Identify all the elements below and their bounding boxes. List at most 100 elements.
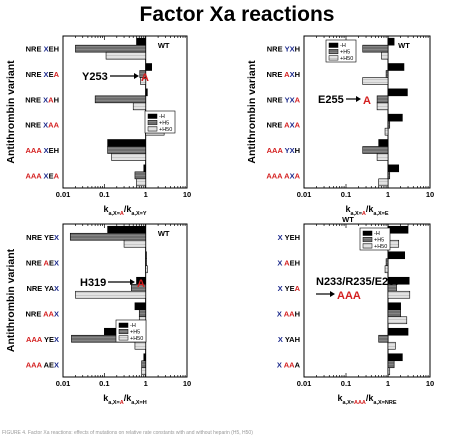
category-label: AAA AXA — [266, 171, 300, 180]
category-label: NRE XAA — [25, 121, 59, 130]
wt-label: WT — [158, 229, 170, 238]
x-tick-label: 1 — [386, 190, 390, 199]
x-tick-label: 0.1 — [99, 190, 109, 199]
legend-swatch — [118, 322, 129, 328]
plot-frame — [303, 35, 431, 189]
bar-plusminus-h50 — [378, 178, 389, 187]
bar-plusminus-h50 — [134, 341, 146, 350]
y-axis-label: Antithrombin variant — [5, 60, 17, 164]
y-axis-label: Antithrombin variant — [246, 60, 258, 164]
chart-panel-1: 0.01 0.1 1 10 WT NRE XEH NRE XEA NRE XAH NRE XAA… — [5, 35, 191, 217]
bar-plusminus-h50 — [75, 290, 146, 299]
bar-minus-h — [107, 225, 146, 234]
mutation-annotation: N233/R235/E237 — [316, 276, 400, 288]
category-label: NRE AEX — [26, 258, 59, 267]
legend-entry-label: -H — [159, 114, 165, 120]
bar-minus-h — [145, 63, 153, 71]
bar-plusminus-h5 — [387, 171, 391, 180]
bar-plusminus-h50 — [140, 77, 146, 85]
bar-plusminus-h5 — [362, 146, 389, 154]
bar-minus-h — [387, 113, 403, 122]
category-label: X AAH — [277, 309, 300, 318]
mutation-annotation: Y253 — [82, 71, 108, 83]
legend-entry-label: +H50 — [159, 127, 172, 133]
bar-plusminus-h5 — [75, 44, 146, 53]
bar-plusminus-h5 — [94, 95, 146, 104]
wt-label: WT — [398, 41, 410, 50]
category-label: X AEH — [277, 258, 300, 267]
category-label: X YAH — [278, 335, 300, 344]
bar-plusminus-h50 — [141, 367, 146, 376]
legend-swatch — [147, 120, 158, 126]
bar-plusminus-h5 — [378, 334, 389, 343]
bar-minus-h — [387, 251, 406, 260]
bar-plusminus-h50 — [381, 51, 389, 60]
bar-minus-h — [387, 302, 401, 311]
chart-panel-4: 0.01 0.1 1 10 WT X YEH X AEH X YEA X AAH X YAH X A… — [277, 215, 434, 406]
bar-plusminus-h5 — [387, 309, 401, 318]
bar-plusminus-h50 — [111, 153, 146, 161]
legend-swatch — [328, 42, 339, 48]
x-tick-label: 0.01 — [297, 190, 312, 199]
legend-entry-label: +H50 — [130, 336, 143, 342]
bar-plusminus-h5 — [376, 95, 389, 104]
arrow-head-icon — [356, 96, 361, 102]
wt-label: WT — [158, 41, 170, 50]
arrow-head-icon — [130, 279, 135, 285]
mutation-target: A — [363, 95, 371, 107]
legend-entry-label: +H5 — [340, 50, 350, 56]
category-label: NRE XEA — [26, 70, 60, 79]
legend-entry-label: +H50 — [374, 244, 387, 250]
bar-minus-h — [387, 37, 395, 46]
bar-plusminus-h50 — [136, 178, 146, 187]
category-label: NRE XAH — [25, 95, 59, 104]
legend-swatch — [147, 126, 158, 132]
x-tick-label: 1 — [144, 190, 148, 199]
bar-plusminus-h50 — [387, 367, 391, 376]
legend-swatch — [118, 335, 129, 341]
category-label: NRE AXH — [267, 70, 301, 79]
figure-title: Factor Xa reactions — [140, 3, 335, 26]
category-label: NRE AXA — [267, 121, 301, 130]
legend: -H+H5+H50 — [115, 319, 147, 343]
bar-plusminus-h50 — [387, 341, 396, 350]
plot-frame — [62, 35, 188, 189]
bar-minus-h — [387, 327, 409, 336]
category-label: X AAA — [277, 360, 301, 369]
arrow-head-icon — [330, 291, 335, 297]
category-label: NRE AAX — [26, 309, 60, 318]
bar-minus-h — [387, 353, 403, 362]
y-axis-label: Antithrombin variant — [5, 248, 17, 352]
bar-plusminus-h5 — [107, 146, 146, 154]
bar-minus-h — [387, 88, 408, 97]
bar-plusminus-h50 — [362, 77, 389, 85]
bar-plusminus-h5 — [362, 44, 389, 53]
bar-minus-h — [378, 139, 389, 147]
bar-plusminus-h50 — [376, 102, 389, 111]
bar-plusminus-h5 — [69, 232, 146, 241]
legend-entry-label: -H — [130, 323, 136, 329]
x-tick-label: 0.01 — [56, 379, 71, 388]
x-tick-label: 0.01 — [297, 379, 312, 388]
category-label: NRE YEX — [26, 233, 59, 242]
wt-label: WT — [342, 215, 354, 224]
x-tick-label: 10 — [183, 190, 191, 199]
x-tick-label: 0.1 — [341, 379, 351, 388]
x-tick-label: 10 — [183, 379, 191, 388]
x-axis-label: ka,X=A/ka,X=Y — [103, 204, 146, 217]
legend-swatch — [118, 329, 129, 335]
bar-plusminus-h50 — [145, 265, 148, 274]
legend-entry-label: -H — [340, 43, 346, 49]
bar-minus-h — [107, 139, 146, 147]
legend-swatch — [328, 49, 339, 55]
chart-panel-3: 0.01 0.1 1 10 WT NRE YEX NRE AEX NRE YAX NRE AAX… — [5, 223, 191, 406]
category-label: AAA YEX — [26, 335, 59, 344]
category-label: X YEA — [278, 284, 301, 293]
bar-plusminus-h50 — [132, 102, 146, 111]
category-label: AAA YXH — [267, 146, 300, 155]
bar-minus-h — [145, 88, 148, 97]
legend-entry-label: +H5 — [374, 238, 384, 244]
bar-minus-h — [136, 37, 146, 46]
plot-frame — [303, 223, 431, 378]
